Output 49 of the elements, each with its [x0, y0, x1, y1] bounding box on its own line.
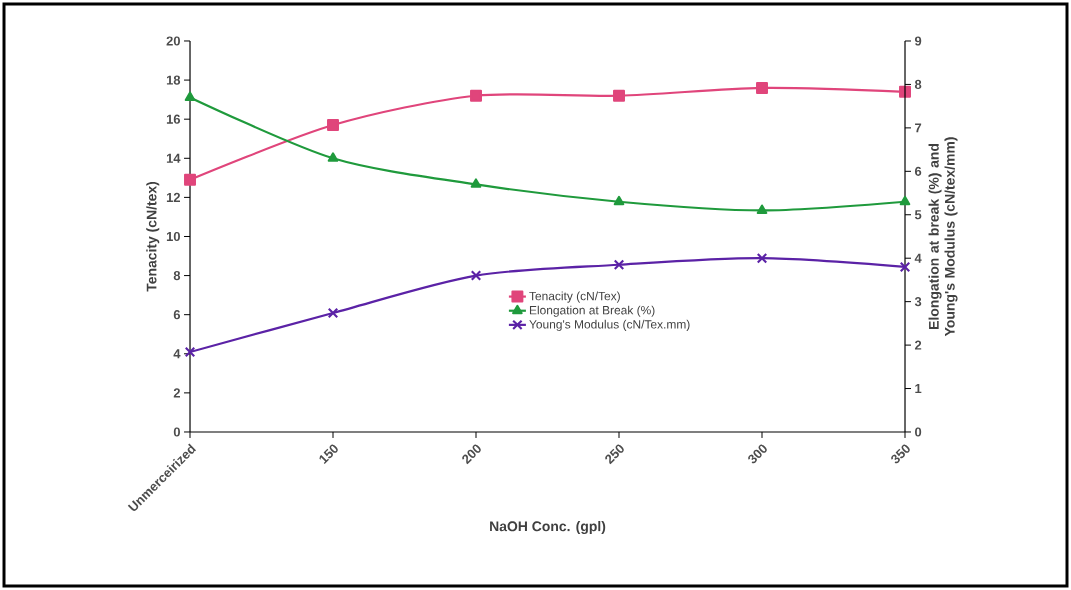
- point: [757, 253, 767, 264]
- point: [471, 270, 481, 281]
- y2-tick-label: 7: [915, 123, 922, 133]
- point: [470, 89, 482, 102]
- point: [900, 261, 910, 272]
- y2-tick-label: 0: [915, 427, 922, 437]
- y2-tick-label: 5: [914, 210, 922, 220]
- x-tick-label: 300: [748, 444, 767, 464]
- legend-label: Young's Modulus (cN/Tex.mm): [529, 319, 690, 331]
- y-tick-label: 4: [173, 349, 181, 359]
- x-tick-label: 150: [319, 444, 338, 465]
- point: [756, 81, 768, 94]
- point: [328, 307, 338, 318]
- point: [899, 195, 911, 206]
- x-tick-label: 200: [462, 444, 481, 465]
- y-tick-label: 6: [173, 310, 181, 320]
- point: [184, 173, 196, 186]
- legend-label: Elongation at Break (%): [529, 305, 655, 317]
- y-axis-title: Tenacity (cN/tex): [146, 181, 160, 292]
- y-tick-label: 20: [166, 36, 180, 46]
- point: [614, 259, 624, 270]
- legend-label: Tenacity (cN/Tex): [529, 291, 620, 303]
- y2-tick-label: 3: [914, 297, 922, 307]
- y2-tick-label: 4: [914, 253, 922, 263]
- y2-tick-label: 9: [914, 36, 922, 46]
- point: [470, 178, 482, 188]
- x-tick-label: 250: [605, 444, 624, 465]
- y-tick-label: 10: [166, 231, 180, 242]
- y-tick-label: 16: [166, 114, 181, 124]
- y-tick-label: 2: [173, 388, 180, 398]
- point: [613, 89, 625, 102]
- y-tick-label: 12: [166, 192, 180, 202]
- y-tick-label: 18: [166, 75, 181, 85]
- y-tick-label: 14: [166, 153, 181, 163]
- point: [184, 91, 196, 101]
- y2-axis-title: Elongation at break (%) and Young's Modulus (cN/tex/mm): [928, 137, 958, 337]
- y-tick-label: 8: [173, 271, 181, 281]
- x-axis-title: NaOH Conc. (gpl): [490, 520, 606, 535]
- x-tick-label: 350: [891, 444, 910, 464]
- y2-tick-label: 6: [914, 166, 922, 176]
- y-tick-label: 0: [173, 427, 180, 437]
- y2-tick-label: 1: [915, 384, 922, 393]
- point: [613, 195, 625, 206]
- y2-tick-label: 8: [914, 79, 922, 90]
- point: [327, 152, 339, 162]
- point: [185, 347, 195, 358]
- point: [756, 204, 768, 214]
- point: [327, 119, 339, 132]
- y2-tick-label: 2: [914, 340, 922, 350]
